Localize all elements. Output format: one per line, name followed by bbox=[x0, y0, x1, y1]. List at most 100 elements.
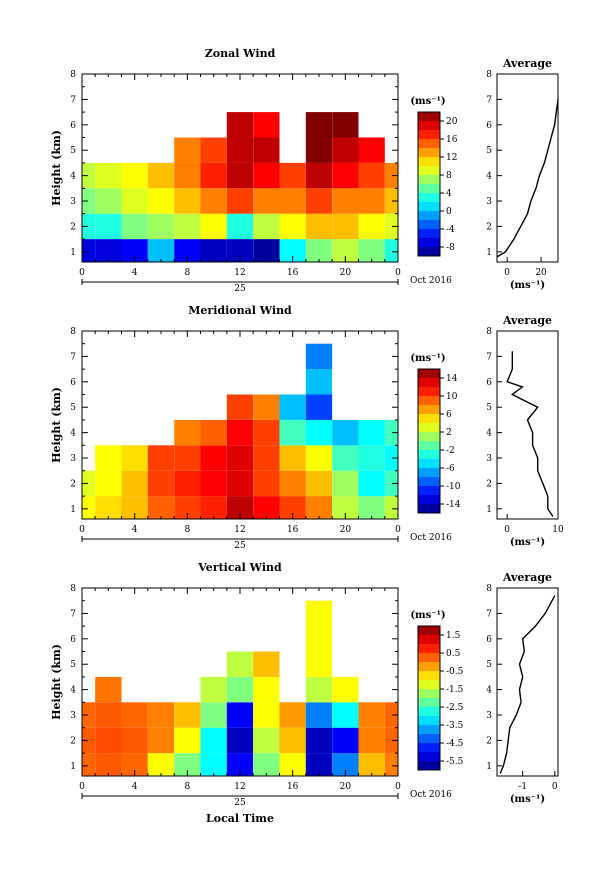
heatmap-cell bbox=[332, 419, 359, 446]
average-frame bbox=[496, 587, 559, 777]
heatmap-cell bbox=[253, 727, 280, 754]
average-y-tick-label: 7 bbox=[486, 609, 492, 619]
heatmap-cell bbox=[95, 496, 122, 519]
y-tick-label: 8 bbox=[70, 327, 76, 337]
heatmap-cell bbox=[147, 470, 175, 497]
colorbar-tick-label: -1.5 bbox=[446, 685, 464, 695]
heatmap-cell bbox=[95, 213, 122, 240]
heatmap-cell bbox=[226, 213, 254, 240]
heatmap-cell bbox=[305, 651, 333, 677]
heatmap-cell bbox=[82, 496, 96, 519]
colorbar-segment bbox=[418, 184, 440, 194]
colorbar: 14 10 6 2 -2 -6 -10 -14 bbox=[417, 368, 461, 514]
colorbar-segment bbox=[418, 725, 440, 735]
x-tick-label: 12 bbox=[234, 268, 245, 278]
y-tick-label: 5 bbox=[70, 403, 76, 413]
average-x-tick-label: 20 bbox=[535, 268, 547, 278]
colorbar-segment bbox=[418, 680, 440, 690]
heatmap-cell bbox=[200, 727, 227, 754]
x-tick-label: 8 bbox=[184, 782, 190, 792]
heatmap-cell bbox=[95, 445, 122, 471]
colorbar-segment bbox=[418, 166, 440, 176]
x-tick-label: 16 bbox=[287, 268, 299, 278]
x-tick-label: 12 bbox=[234, 782, 245, 792]
heatmap-cell bbox=[95, 753, 122, 776]
heatmap-cell bbox=[147, 496, 175, 519]
average-title: Average bbox=[502, 314, 552, 327]
heatmap-cell bbox=[121, 727, 148, 754]
day-label: 25 bbox=[234, 798, 246, 808]
heatmap-cell bbox=[358, 445, 385, 471]
heatmap-cell bbox=[358, 496, 385, 519]
heatmap-cell bbox=[332, 213, 359, 240]
x-tick-label: 0 bbox=[79, 268, 85, 278]
colorbar-segment bbox=[418, 441, 440, 451]
average-y-tick-label: 4 bbox=[486, 429, 492, 439]
heatmap-cell bbox=[200, 162, 227, 189]
x-tick-label: 0 bbox=[395, 268, 401, 278]
colorbar-tick-label: -10 bbox=[446, 482, 461, 492]
average-y-tick-label: 5 bbox=[486, 146, 492, 156]
heatmap-cell bbox=[226, 419, 254, 446]
heatmap-cell bbox=[226, 651, 254, 677]
average-line bbox=[496, 99, 559, 258]
average-line bbox=[499, 595, 556, 774]
heatmap-cell bbox=[82, 213, 96, 240]
colorbar-tick-label: -2 bbox=[446, 446, 455, 456]
heatmap-cell bbox=[279, 188, 306, 214]
colorbar-unit: (ms⁻¹) bbox=[410, 353, 445, 364]
heatmap-cell bbox=[358, 239, 385, 262]
colorbar-segment bbox=[418, 387, 440, 397]
heatmap-cell bbox=[253, 239, 280, 262]
y-axis-label: Height (km) bbox=[50, 387, 63, 463]
heatmap-cell bbox=[147, 239, 175, 262]
colorbar-segment bbox=[418, 495, 440, 505]
heatmap-cell bbox=[305, 112, 333, 138]
heatmap-cell bbox=[174, 162, 201, 189]
heatmap-cell bbox=[332, 676, 359, 703]
average-y-tick-label: 1 bbox=[486, 248, 492, 258]
heatmap-cell bbox=[121, 213, 148, 240]
average-y-tick-label: 6 bbox=[486, 378, 492, 388]
heatmap-cell bbox=[174, 470, 201, 497]
x-tick-label: 20 bbox=[340, 268, 352, 278]
heatmap-cell bbox=[358, 727, 385, 754]
colorbar-segment bbox=[418, 112, 440, 122]
heatmap-cell bbox=[253, 112, 280, 138]
heatmap-cell bbox=[305, 239, 333, 262]
colorbar-segment bbox=[418, 635, 440, 645]
heatmap-cell bbox=[332, 496, 359, 519]
heatmap-cell bbox=[82, 162, 96, 189]
heatmap-cell bbox=[279, 727, 306, 754]
heatmap-cell bbox=[174, 753, 201, 776]
heatmap-cell bbox=[332, 470, 359, 497]
date-label: Oct 2016 bbox=[410, 276, 452, 286]
heatmap-cells bbox=[82, 600, 398, 776]
x-tick-label: 0 bbox=[79, 525, 85, 535]
heatmap-cell bbox=[82, 239, 96, 262]
heatmap-cell bbox=[82, 702, 96, 728]
x-tick-label: 12 bbox=[234, 525, 245, 535]
heatmap-cell bbox=[305, 137, 333, 163]
heatmap-cell bbox=[174, 445, 201, 471]
heatmap-cell bbox=[226, 676, 254, 703]
colorbar-tick-label: 6 bbox=[446, 410, 452, 420]
heatmap-cell bbox=[226, 727, 254, 754]
colorbar-tick-label: 20 bbox=[446, 117, 458, 127]
heatmap-cell bbox=[253, 753, 280, 776]
heatmap-cell bbox=[332, 753, 359, 776]
average-y-tick-label: 1 bbox=[486, 762, 492, 772]
colorbar-segment bbox=[418, 459, 440, 469]
colorbar-segment bbox=[418, 468, 440, 478]
heatmap-cell bbox=[305, 470, 333, 497]
heatmap-cell bbox=[147, 213, 175, 240]
x-tick-label: 8 bbox=[184, 268, 190, 278]
average-y-tick-label: 3 bbox=[486, 454, 492, 464]
heatmap-cell bbox=[121, 445, 148, 471]
average-unit: (ms⁻¹) bbox=[510, 280, 545, 291]
heatmap-cell bbox=[358, 702, 385, 728]
date-label: Oct 2016 bbox=[410, 790, 452, 800]
average-profile: Average 1 2 3 4 5 6 7 8 0 10 (ms⁻¹) bbox=[486, 314, 564, 548]
